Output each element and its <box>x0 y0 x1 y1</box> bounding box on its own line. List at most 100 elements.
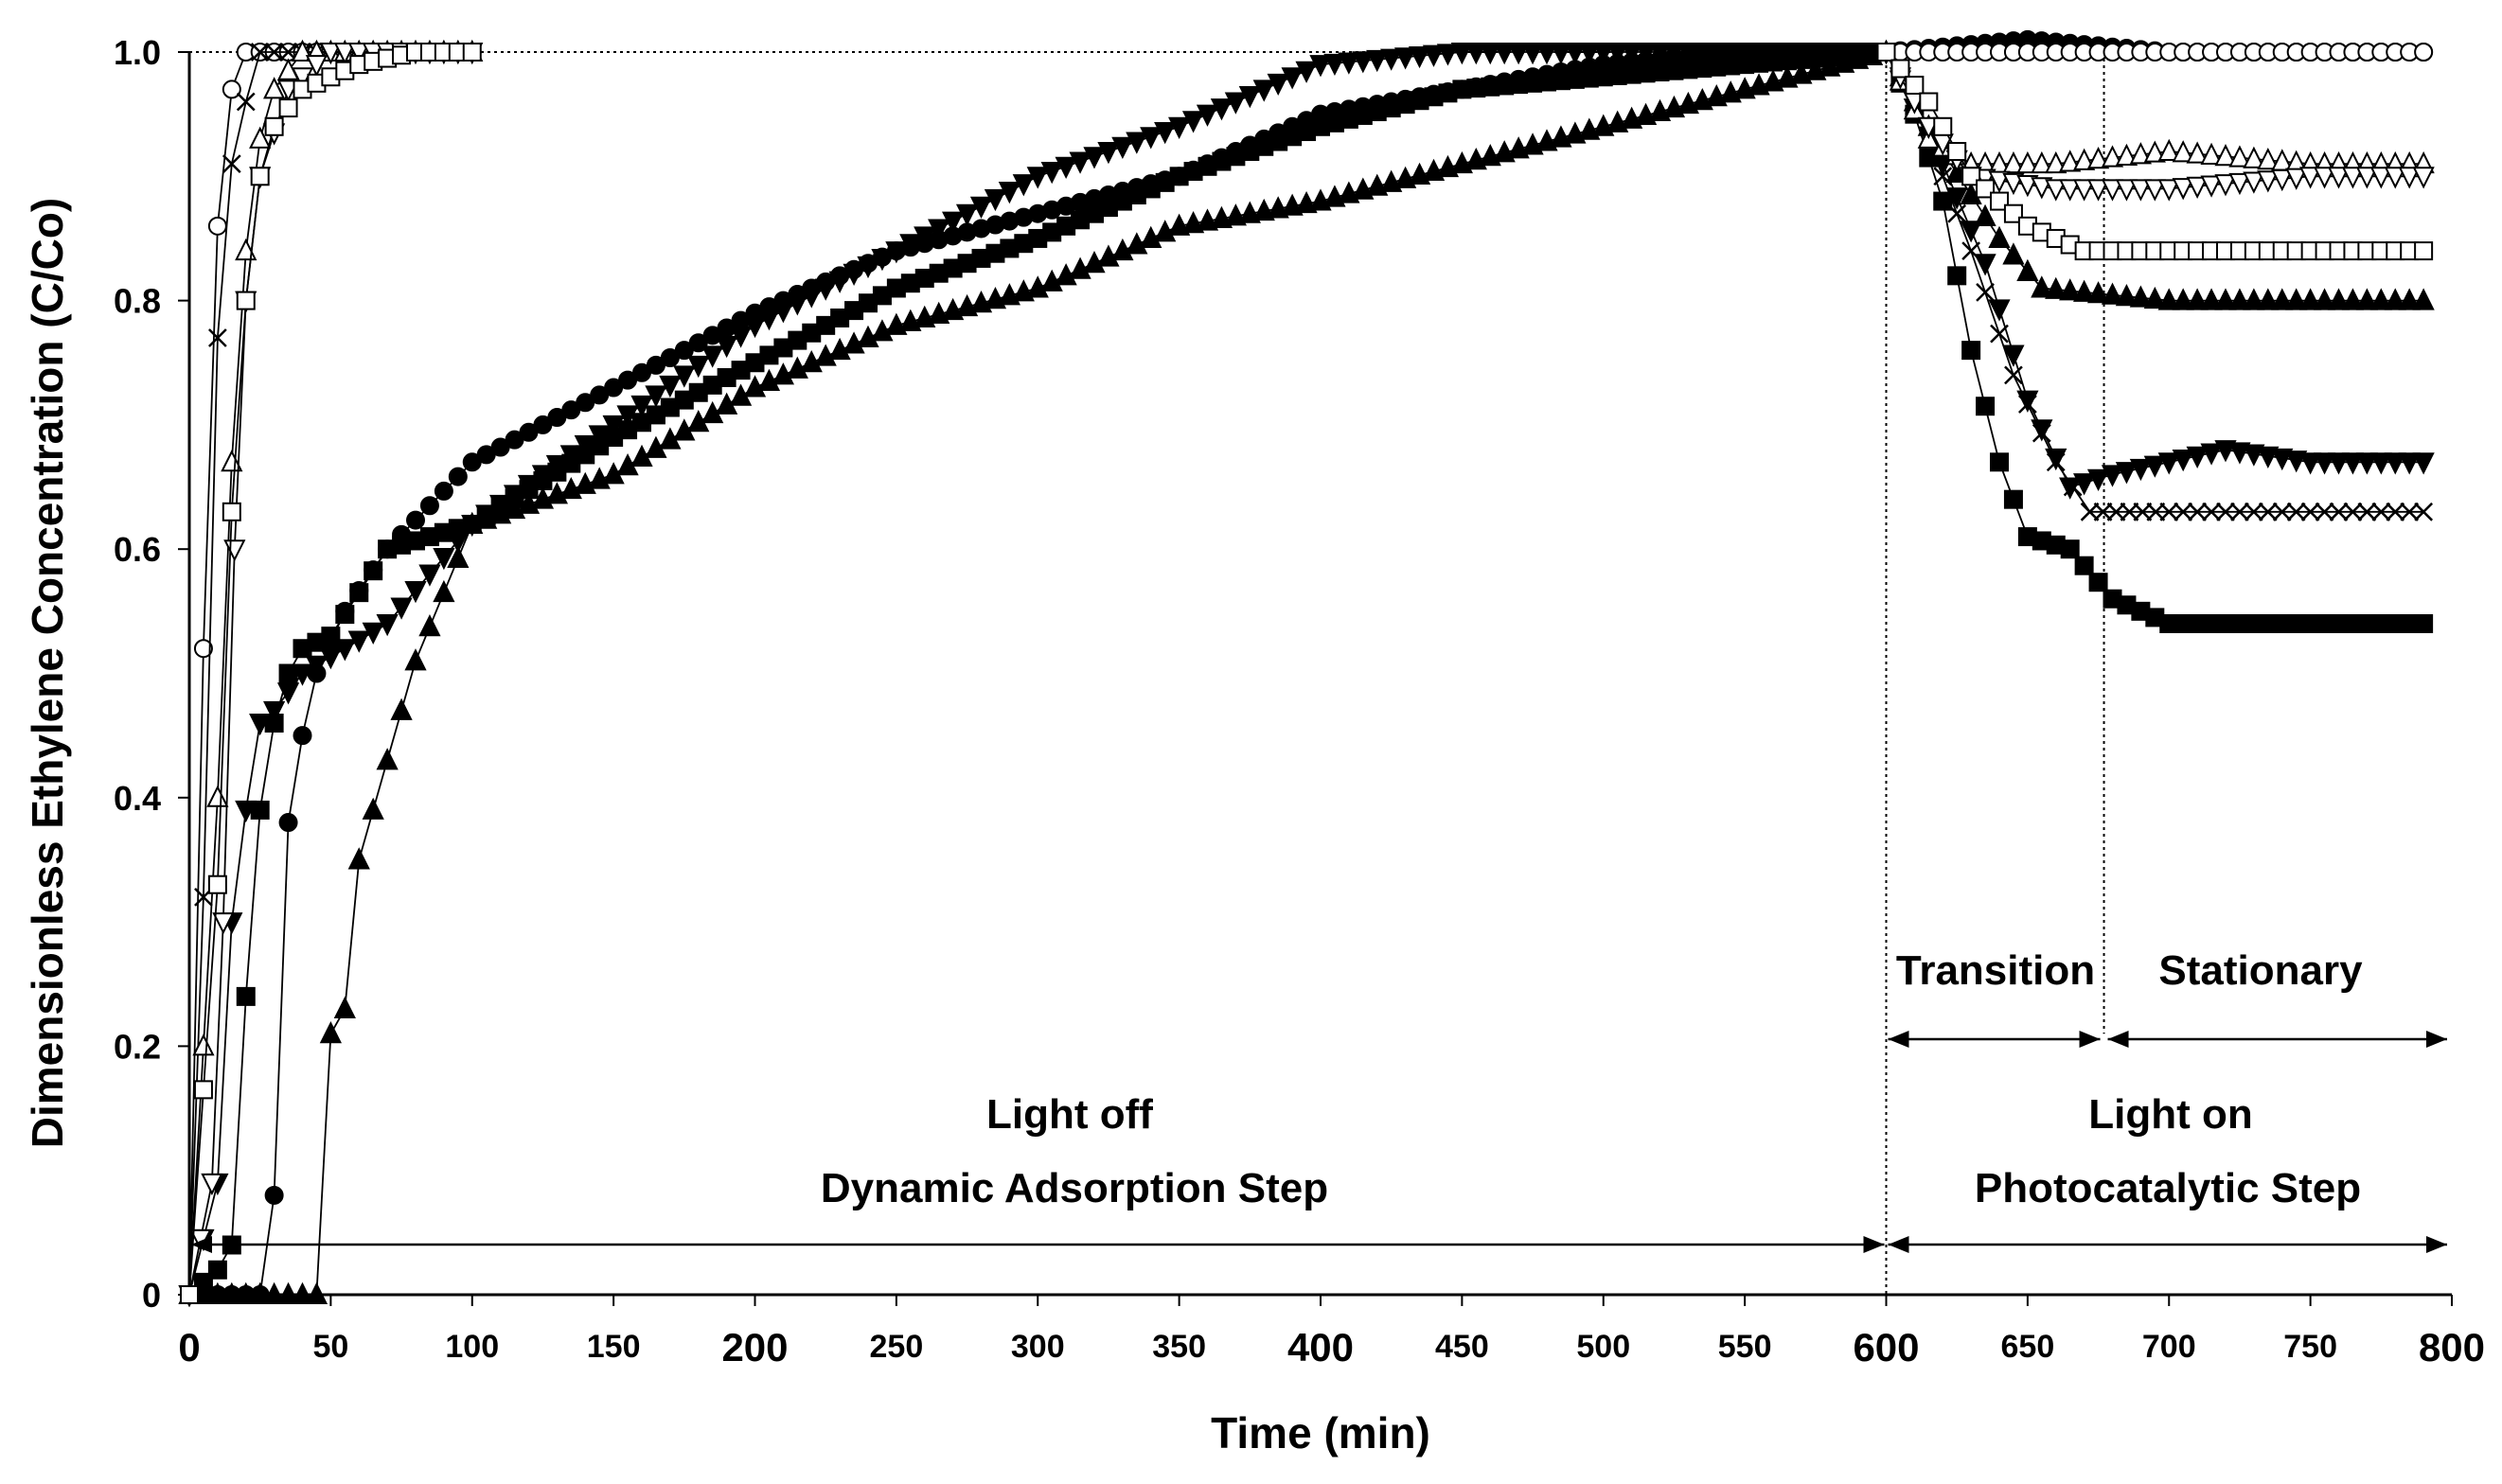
data-point <box>2355 452 2378 475</box>
arrow-head <box>191 1236 212 1253</box>
data-point <box>236 92 256 112</box>
data-point <box>278 813 298 833</box>
data-point <box>378 539 398 559</box>
data-point <box>800 286 823 309</box>
data-point <box>1281 193 1304 216</box>
data-point <box>333 996 356 1019</box>
data-point <box>1961 167 1981 186</box>
data-point <box>2398 288 2421 310</box>
data-point <box>2016 390 2039 413</box>
x-tick-label: 300 <box>1011 1329 1065 1365</box>
data-point <box>1040 162 1063 185</box>
data-point <box>305 55 328 78</box>
data-point <box>2080 502 2100 521</box>
x-tick-label: 200 <box>721 1325 788 1369</box>
data-point <box>2369 167 2392 189</box>
data-point <box>193 639 213 659</box>
data-point <box>347 847 370 870</box>
data-point <box>616 405 639 428</box>
data-point <box>2086 147 2110 169</box>
data-point <box>2129 179 2152 202</box>
data-point <box>2186 176 2209 200</box>
data-point <box>2059 278 2082 301</box>
data-point <box>2073 148 2096 170</box>
y-tick-label: 0.2 <box>114 1027 161 1066</box>
data-point <box>588 425 611 448</box>
data-point <box>2172 288 2194 310</box>
data-point <box>1947 142 1967 162</box>
y-tick-label: 0.6 <box>114 530 161 569</box>
data-point <box>2299 288 2322 310</box>
data-point <box>2073 179 2096 202</box>
data-point <box>914 226 936 249</box>
data-point <box>1621 43 1643 65</box>
data-point <box>2004 365 2023 385</box>
data-point <box>2016 258 2039 281</box>
data-point <box>2031 419 2053 442</box>
data-point <box>462 43 482 62</box>
data-point <box>2315 502 2334 521</box>
data-point <box>2159 502 2179 521</box>
data-point <box>2285 168 2308 190</box>
data-point <box>1507 43 1530 65</box>
data-point <box>2355 167 2378 189</box>
data-point <box>221 1281 243 1304</box>
data-point <box>1168 116 1191 140</box>
phase-annotations: Light off Dynamic Adsorption Step Light on… <box>191 947 2447 1253</box>
data-point <box>1436 44 1460 66</box>
data-point <box>1111 136 1134 160</box>
data-point <box>2101 465 2124 487</box>
data-point <box>871 319 894 342</box>
data-point <box>843 263 865 286</box>
x-tick-label: 450 <box>1435 1329 1489 1365</box>
x-axis-ticks: 0 50 100 150 200 250 300 350 400 450 500 550 600 650 7… <box>178 1295 2485 1369</box>
data-point <box>2313 452 2336 475</box>
data-point <box>2257 147 2280 170</box>
data-point <box>1111 238 1134 261</box>
data-point <box>2257 288 2280 310</box>
data-point <box>2327 452 2351 475</box>
data-point <box>1990 324 2009 344</box>
data-point <box>1933 167 1953 186</box>
y-tick-label: 0.4 <box>114 779 161 818</box>
data-point <box>447 545 470 569</box>
series-line <box>188 51 472 1296</box>
data-point <box>1295 190 1318 214</box>
data-point <box>743 315 767 339</box>
data-point <box>2120 502 2139 521</box>
data-point <box>2186 141 2209 164</box>
x-tick-label: 100 <box>445 1329 499 1365</box>
data-point <box>1733 43 1756 65</box>
data-point <box>2002 344 2025 367</box>
y-tick-label: 1.0 <box>114 33 161 72</box>
data-point <box>2412 167 2435 189</box>
data-point <box>1919 92 1939 112</box>
data-point <box>263 1281 286 1304</box>
data-point <box>899 234 922 256</box>
data-point <box>1719 43 1742 65</box>
series-line <box>188 51 472 1296</box>
data-point <box>2257 170 2280 193</box>
data-point <box>263 77 286 99</box>
data-point <box>1323 53 1346 77</box>
data-point <box>701 345 724 368</box>
series-line <box>188 51 472 1296</box>
data-point <box>2003 203 2023 223</box>
data-point <box>2300 502 2320 521</box>
data-point <box>2115 179 2138 202</box>
data-point <box>206 1281 229 1304</box>
data-point <box>1097 244 1120 267</box>
data-point <box>871 248 894 272</box>
data-point <box>1012 174 1035 197</box>
data-point <box>2243 444 2265 467</box>
data-point <box>236 291 256 310</box>
data-point <box>1281 67 1304 90</box>
data-point <box>1055 263 1077 286</box>
data-point <box>2045 179 2067 202</box>
data-point <box>362 622 384 645</box>
data-point <box>2214 288 2237 310</box>
data-point <box>1026 167 1049 189</box>
data-point <box>843 331 865 354</box>
data-point <box>364 560 383 580</box>
